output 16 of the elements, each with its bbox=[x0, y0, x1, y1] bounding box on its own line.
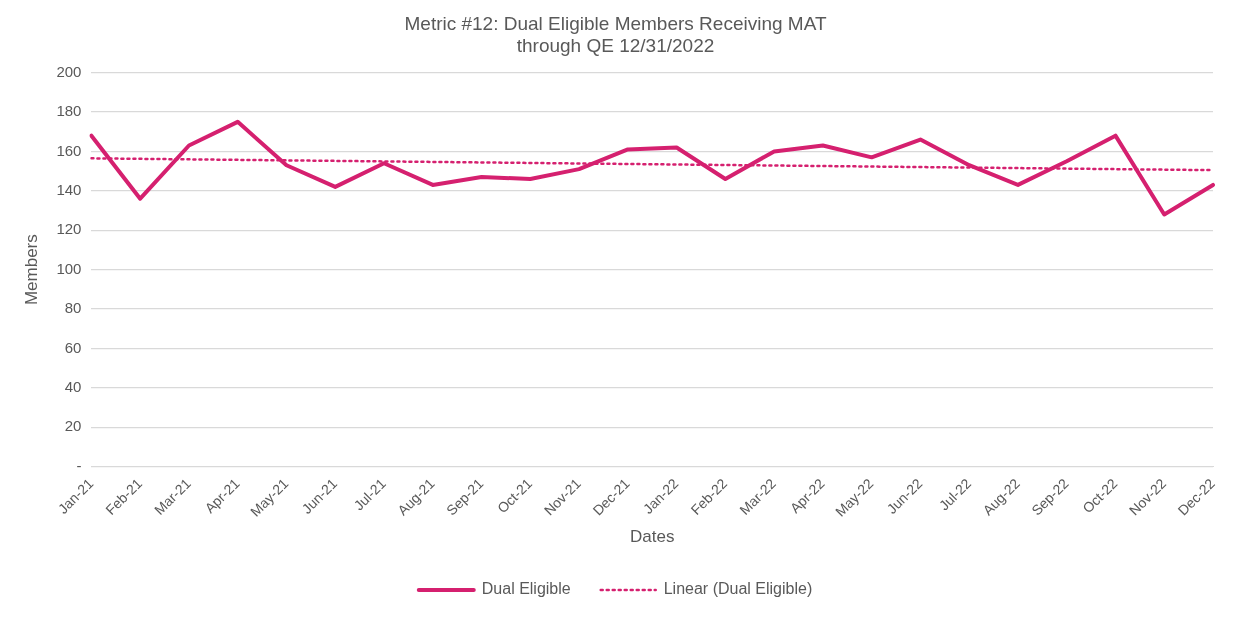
y-axis-title: Members bbox=[21, 234, 41, 306]
y-tick-label: 120 bbox=[56, 220, 82, 238]
y-tick-label: 20 bbox=[64, 417, 82, 435]
y-tick-label: 80 bbox=[64, 299, 82, 317]
chart-title: Metric #12: Dual Eligible Members Receiving MAT through QE 12/31/2022 bbox=[404, 12, 827, 57]
y-tick-label: 100 bbox=[56, 259, 82, 277]
y-tick-label: 200 bbox=[56, 62, 82, 80]
x-axis-title: Dates bbox=[630, 527, 675, 547]
y-tick-label: 140 bbox=[56, 180, 82, 198]
legend-label: Linear (Dual Eligible) bbox=[663, 580, 813, 598]
y-tick-label: 160 bbox=[56, 141, 82, 159]
y-tick-label: - bbox=[76, 456, 82, 474]
legend-label: Dual Eligible bbox=[481, 580, 571, 598]
y-tick-label: 60 bbox=[64, 338, 82, 356]
y-tick-label: 40 bbox=[64, 378, 82, 396]
y-tick-label: 180 bbox=[56, 102, 82, 120]
